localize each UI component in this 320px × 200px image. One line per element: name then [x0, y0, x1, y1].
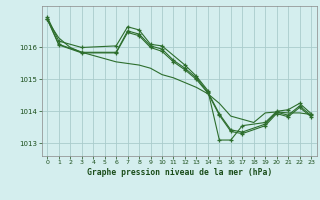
X-axis label: Graphe pression niveau de la mer (hPa): Graphe pression niveau de la mer (hPa) [87, 168, 272, 177]
